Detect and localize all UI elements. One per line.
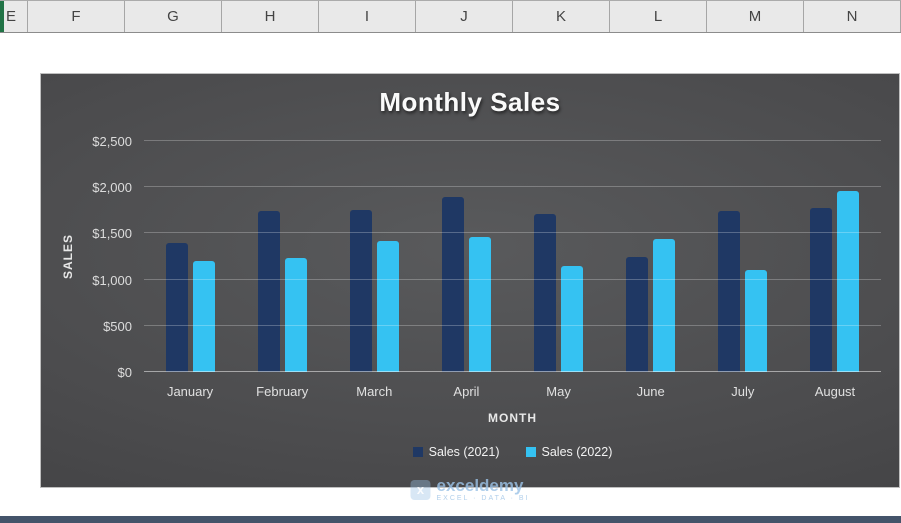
bar-sales-2021-july[interactable] bbox=[718, 211, 741, 372]
bar-sales-2022-august[interactable] bbox=[837, 190, 860, 372]
legend-item-sales-2021[interactable]: Sales (2021) bbox=[412, 445, 500, 459]
legend-swatch-icon bbox=[412, 447, 423, 457]
y-axis-title-text: SALES bbox=[61, 233, 75, 279]
watermark-brand: exceldemy bbox=[436, 475, 524, 495]
column-header-e[interactable]: E bbox=[0, 1, 28, 32]
gridline bbox=[144, 140, 881, 141]
legend-label: Sales (2021) bbox=[428, 445, 500, 459]
y-tick-label: $1,000 bbox=[92, 272, 132, 288]
y-tick-label: $1,500 bbox=[92, 226, 132, 242]
x-tick-label-may: May bbox=[546, 384, 571, 399]
column-header-g[interactable]: G bbox=[125, 1, 222, 32]
bar-sales-2021-april[interactable] bbox=[441, 197, 464, 372]
bar-sales-2021-may[interactable] bbox=[534, 213, 557, 372]
bar-group-march bbox=[349, 141, 399, 372]
x-tick-label-january: January bbox=[166, 384, 214, 399]
column-header-h[interactable]: H bbox=[222, 1, 319, 32]
y-tick-label: $2,000 bbox=[92, 180, 132, 196]
y-tick-label: $500 bbox=[103, 318, 132, 334]
bar-group-august bbox=[810, 141, 860, 372]
bar-sales-2022-may[interactable] bbox=[561, 265, 584, 372]
bottom-border-strip bbox=[0, 516, 901, 523]
gridline bbox=[144, 371, 881, 372]
monthly-sales-chart[interactable]: Monthly Sales SALES January February March… bbox=[40, 73, 900, 502]
gridline bbox=[144, 232, 881, 234]
bar-sales-2022-march[interactable] bbox=[376, 240, 399, 372]
bar-sales-2021-august[interactable] bbox=[810, 208, 833, 372]
x-tick-label-february: February bbox=[256, 384, 309, 399]
legend-label: Sales (2022) bbox=[541, 445, 613, 459]
bar-sales-2021-february[interactable] bbox=[257, 210, 280, 372]
bar-sales-2022-february[interactable] bbox=[284, 257, 307, 372]
x-tick-label-july: July bbox=[731, 384, 755, 399]
gridline bbox=[144, 278, 881, 280]
column-header-l[interactable]: L bbox=[610, 1, 707, 32]
bar-group-april bbox=[441, 141, 491, 372]
bars-row bbox=[144, 141, 881, 372]
x-tick-label-april: April bbox=[453, 384, 480, 399]
worksheet-area[interactable]: Monthly Sales SALES January February March… bbox=[0, 33, 901, 516]
x-tick-label-june: June bbox=[636, 384, 665, 399]
watermark-tagline: EXCEL · DATA · BI bbox=[436, 495, 530, 503]
y-axis-title: SALES bbox=[53, 141, 83, 372]
gridline bbox=[144, 186, 881, 188]
exceldemy-watermark: x exceldemy EXCEL · DATA · BI bbox=[410, 475, 530, 503]
bar-group-january bbox=[165, 141, 215, 372]
bar-group-february bbox=[257, 141, 307, 372]
bar-group-may bbox=[534, 141, 584, 372]
bar-sales-2021-march[interactable] bbox=[349, 209, 372, 372]
bar-sales-2022-april[interactable] bbox=[468, 237, 491, 372]
bar-sales-2022-july[interactable] bbox=[745, 269, 768, 372]
watermark-text: exceldemy EXCEL · DATA · BI bbox=[436, 475, 530, 503]
column-header-m[interactable]: M bbox=[707, 1, 804, 32]
legend-swatch-icon bbox=[525, 447, 536, 457]
gridline bbox=[144, 324, 881, 326]
x-tick-label-march: March bbox=[356, 384, 393, 399]
bar-sales-2021-june[interactable] bbox=[626, 256, 649, 372]
y-tick-label: $0 bbox=[117, 365, 132, 380]
column-header-k[interactable]: K bbox=[513, 1, 610, 32]
chart-legend: Sales (2021) Sales (2022) bbox=[144, 445, 881, 459]
exceldemy-logo-icon: x bbox=[410, 479, 431, 500]
legend-item-sales-2022[interactable]: Sales (2022) bbox=[525, 445, 613, 459]
bar-group-july bbox=[718, 141, 768, 372]
column-header-n[interactable]: N bbox=[804, 1, 901, 32]
plot-area: January February March April May June July Augu… bbox=[92, 134, 881, 459]
chart-title: Monthly Sales bbox=[379, 87, 561, 117]
x-axis-title: MONTH bbox=[488, 411, 537, 425]
bar-group-june bbox=[626, 141, 676, 372]
column-header-i[interactable]: I bbox=[319, 1, 416, 32]
column-header-f[interactable]: F bbox=[28, 1, 125, 32]
x-labels-row: January February March April May June July Augu… bbox=[144, 384, 881, 399]
bar-sales-2022-january[interactable] bbox=[192, 261, 215, 372]
y-tick-label: $2,500 bbox=[92, 134, 132, 149]
bar-sales-2022-june[interactable] bbox=[653, 238, 676, 372]
x-tick-label-august: August bbox=[814, 384, 856, 399]
column-header-j[interactable]: J bbox=[416, 1, 513, 32]
bar-sales-2021-january[interactable] bbox=[165, 242, 188, 372]
